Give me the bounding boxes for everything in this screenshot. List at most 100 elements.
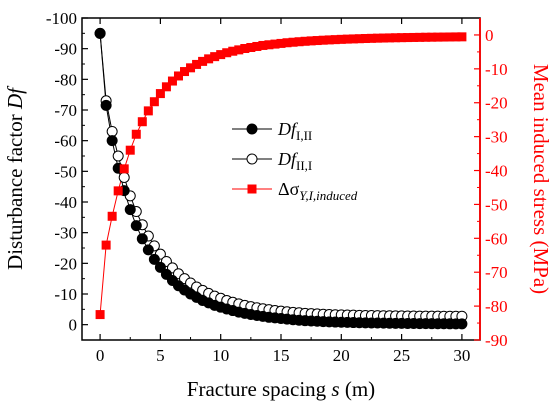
data-point-stress bbox=[354, 34, 364, 44]
data-point-stress bbox=[391, 33, 401, 43]
data-point-stress bbox=[216, 50, 226, 60]
right-y-tick-label: -90 bbox=[485, 331, 508, 350]
left-y-tick-label: -90 bbox=[54, 40, 77, 59]
left-y-tick-label: -80 bbox=[54, 70, 77, 89]
legend-label-base: Df bbox=[277, 149, 299, 169]
data-point-stress bbox=[330, 35, 340, 45]
legend-label-0: DfI,II bbox=[277, 119, 312, 143]
data-point-stress bbox=[409, 32, 419, 42]
data-point-stress bbox=[379, 33, 389, 43]
x-tick-label: 15 bbox=[273, 346, 290, 365]
data-point-stress bbox=[125, 145, 135, 155]
data-point-stress bbox=[270, 39, 280, 49]
data-point-stress bbox=[180, 67, 190, 77]
data-point-stress bbox=[360, 34, 370, 44]
legend-label-subscript: Y,I,induced bbox=[299, 188, 358, 203]
data-point-stress bbox=[246, 42, 256, 52]
right-y-axis-title: Mean induced stress (MPa) bbox=[529, 64, 550, 294]
legend-label-base: Δσ bbox=[278, 179, 300, 199]
data-point-stress bbox=[421, 32, 431, 42]
data-point-stress bbox=[300, 36, 310, 46]
data-point-stress bbox=[433, 32, 443, 42]
left-y-tick-label: -100 bbox=[46, 9, 77, 28]
data-point-stress bbox=[324, 35, 334, 45]
data-point-stress bbox=[342, 34, 352, 44]
legend-marker-2 bbox=[247, 184, 257, 194]
left-y-tick-label: -60 bbox=[54, 132, 77, 151]
data-point-stress bbox=[210, 52, 220, 62]
left-y-tick-label: -50 bbox=[54, 162, 77, 181]
left-y-tick-label: -20 bbox=[54, 254, 77, 273]
data-point-stress bbox=[366, 33, 376, 43]
right-y-tick-label: 0 bbox=[485, 26, 494, 45]
data-point-df-i-ii bbox=[154, 261, 166, 273]
data-point-df-i-ii bbox=[106, 135, 118, 147]
data-point-stress bbox=[186, 63, 196, 73]
x-axis-variable: s bbox=[331, 377, 339, 401]
data-point-df-ii-i bbox=[112, 150, 124, 162]
data-point-stress bbox=[155, 89, 165, 99]
x-tick-label: 20 bbox=[333, 346, 350, 365]
data-point-stress bbox=[439, 32, 449, 42]
series-line-1 bbox=[99, 33, 462, 317]
legend-label-1: DfII,I bbox=[277, 149, 312, 173]
legend-label-base: Df bbox=[277, 119, 299, 139]
data-point-stress bbox=[258, 40, 268, 50]
data-point-stress bbox=[228, 46, 238, 56]
data-point-df-ii-i bbox=[106, 125, 118, 137]
data-point-stress bbox=[348, 34, 358, 44]
x-axis-unit: (m) bbox=[345, 377, 375, 401]
series-markers bbox=[94, 27, 468, 330]
right-y-tick-label: -40 bbox=[485, 162, 508, 181]
data-point-stress bbox=[288, 37, 298, 47]
legend-label-subscript: I,II bbox=[296, 128, 312, 143]
data-point-df-i-ii bbox=[456, 318, 468, 330]
data-point-stress bbox=[192, 59, 202, 69]
data-point-stress bbox=[161, 82, 171, 92]
data-point-stress bbox=[204, 54, 214, 64]
data-point-stress bbox=[143, 106, 153, 116]
data-point-stress bbox=[240, 44, 250, 54]
x-axis-title-text: Fracture spacing bbox=[187, 377, 327, 401]
left-y-tick-label: -30 bbox=[54, 224, 77, 243]
data-point-stress bbox=[95, 310, 105, 320]
legend-label-2: ΔσY,I,induced bbox=[278, 179, 358, 203]
data-point-stress bbox=[318, 35, 328, 45]
x-tick-label: 0 bbox=[96, 346, 105, 365]
data-point-stress bbox=[149, 97, 159, 107]
right-y-tick-label: -30 bbox=[485, 128, 508, 147]
data-point-stress bbox=[276, 38, 286, 48]
data-point-stress bbox=[264, 40, 274, 50]
right-y-tick-label: -10 bbox=[485, 60, 508, 79]
data-point-df-i-ii bbox=[100, 99, 112, 111]
left-y-tick-label: 0 bbox=[69, 316, 78, 335]
data-point-df-i-ii bbox=[94, 27, 106, 39]
data-point-stress bbox=[372, 33, 382, 43]
x-tick-label: 25 bbox=[393, 346, 410, 365]
data-point-df-i-ii bbox=[142, 244, 154, 256]
data-point-stress bbox=[107, 211, 117, 221]
data-point-stress bbox=[415, 32, 425, 42]
right-y-axis-ticks: 0 -10 -20 -30 -40 -50 -60 -70 -80 -90 bbox=[474, 26, 508, 350]
data-point-stress bbox=[198, 56, 208, 66]
right-y-tick-label: -60 bbox=[485, 229, 508, 248]
data-point-stress bbox=[119, 164, 129, 174]
data-point-stress bbox=[385, 33, 395, 43]
x-tick-label: 10 bbox=[212, 346, 229, 365]
data-point-stress bbox=[445, 32, 455, 42]
data-point-stress bbox=[403, 33, 413, 43]
x-tick-label: 5 bbox=[156, 346, 165, 365]
right-y-tick-label: -70 bbox=[485, 263, 508, 282]
data-point-stress bbox=[101, 240, 111, 250]
right-y-tick-label: -20 bbox=[485, 94, 508, 113]
legend-label-subscript: II,I bbox=[296, 158, 312, 173]
left-y-tick-label: -40 bbox=[54, 193, 77, 212]
data-point-stress bbox=[137, 117, 147, 127]
data-point-stress bbox=[173, 71, 183, 81]
x-axis-ticks: 0 5 10 15 20 25 30 bbox=[96, 18, 470, 365]
legend-marker-1 bbox=[246, 153, 258, 165]
left-y-axis-title: Disturbance factor Df bbox=[3, 85, 27, 270]
data-point-df-ii-i bbox=[118, 171, 130, 183]
